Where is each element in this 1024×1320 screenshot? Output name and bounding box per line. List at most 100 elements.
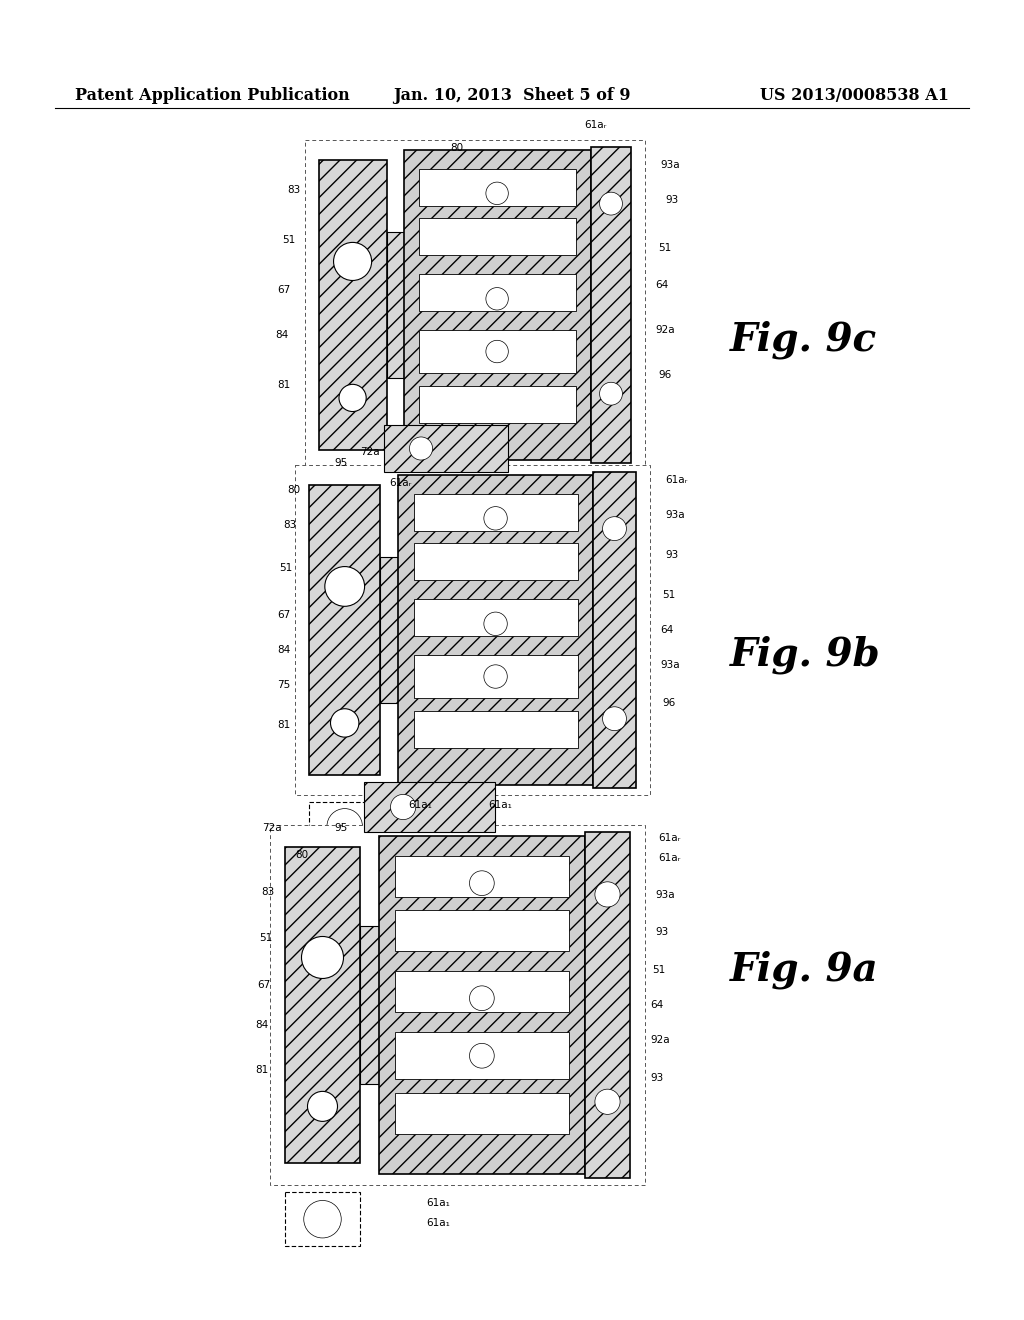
Text: 96: 96 [658, 370, 672, 380]
Text: 72a: 72a [262, 822, 282, 833]
Text: 92a: 92a [655, 325, 675, 335]
Text: 81: 81 [276, 380, 290, 389]
Text: 51: 51 [279, 564, 292, 573]
Bar [380, 557, 398, 702]
Bar [285, 846, 360, 1163]
Circle shape [485, 288, 508, 310]
Text: 93: 93 [650, 1073, 664, 1082]
Bar [419, 169, 575, 206]
Bar [285, 1192, 360, 1246]
Text: 83: 83 [287, 185, 300, 195]
Bar [419, 385, 575, 422]
Text: 64: 64 [655, 280, 669, 290]
Bar [387, 232, 403, 378]
Text: 84: 84 [255, 1020, 268, 1030]
Bar [419, 275, 575, 312]
Text: Fig. 9b: Fig. 9b [730, 636, 881, 675]
Text: 64: 64 [660, 624, 673, 635]
Bar [414, 655, 578, 698]
Bar [295, 465, 650, 795]
Text: 61a₁: 61a₁ [426, 1218, 450, 1228]
Circle shape [484, 665, 507, 688]
Text: 80: 80 [287, 484, 300, 495]
Text: 67: 67 [276, 285, 290, 294]
Circle shape [334, 243, 372, 280]
Text: Fig. 9c: Fig. 9c [730, 321, 878, 359]
Bar [309, 801, 380, 851]
Bar [398, 475, 593, 785]
Text: 92a: 92a [650, 1035, 670, 1045]
Text: 83: 83 [262, 887, 275, 898]
Text: 61aᵣ: 61aᵣ [658, 853, 680, 863]
Circle shape [485, 182, 508, 205]
Text: 61aᵣ: 61aᵣ [389, 478, 412, 488]
Circle shape [484, 612, 507, 635]
Bar [593, 471, 636, 788]
Text: 84: 84 [274, 330, 288, 341]
Circle shape [331, 709, 358, 737]
Text: 61aᵣ: 61aᵣ [665, 475, 687, 484]
Circle shape [469, 986, 495, 1011]
Text: 83: 83 [284, 520, 297, 531]
Text: 61a₁: 61a₁ [488, 800, 512, 810]
Bar [419, 218, 575, 255]
Text: 96: 96 [662, 698, 675, 708]
Circle shape [325, 566, 365, 606]
Bar [318, 160, 387, 450]
Bar [395, 857, 568, 896]
Bar [591, 147, 632, 463]
Circle shape [339, 384, 367, 412]
Text: 93: 93 [665, 550, 678, 560]
Circle shape [469, 1043, 495, 1068]
Text: 93a: 93a [655, 890, 675, 900]
Circle shape [301, 936, 343, 978]
Bar [395, 1093, 568, 1134]
Circle shape [485, 341, 508, 363]
Text: 81: 81 [276, 719, 290, 730]
Bar [309, 484, 380, 775]
Bar [379, 836, 585, 1175]
Bar [419, 330, 575, 374]
Text: 51: 51 [282, 235, 295, 246]
Circle shape [600, 383, 623, 405]
Text: 93a: 93a [660, 660, 680, 671]
Text: 93: 93 [665, 195, 678, 205]
Circle shape [307, 1092, 338, 1122]
Bar [384, 425, 508, 471]
Bar [585, 832, 630, 1177]
Text: 51: 51 [658, 243, 672, 253]
Bar [414, 494, 578, 531]
Text: US 2013/0008538 A1: US 2013/0008538 A1 [760, 87, 949, 103]
Bar [414, 599, 578, 636]
Circle shape [390, 795, 416, 820]
Text: 61aᵣ: 61aᵣ [584, 120, 606, 129]
Text: 81: 81 [255, 1065, 268, 1074]
Text: Jan. 10, 2013  Sheet 5 of 9: Jan. 10, 2013 Sheet 5 of 9 [393, 87, 631, 103]
Text: Patent Application Publication: Patent Application Publication [75, 87, 350, 103]
Bar [305, 140, 645, 470]
Text: 93a: 93a [660, 160, 680, 170]
Text: 93a: 93a [665, 510, 685, 520]
Bar [364, 781, 495, 832]
Circle shape [484, 507, 507, 531]
Text: 51: 51 [259, 933, 272, 942]
Bar [414, 543, 578, 581]
Circle shape [600, 193, 623, 215]
Text: 72a: 72a [360, 447, 380, 457]
Bar [395, 972, 568, 1011]
Text: Fig. 9a: Fig. 9a [730, 950, 879, 989]
Circle shape [602, 516, 627, 541]
Bar [395, 1032, 568, 1080]
Text: 61a₁: 61a₁ [408, 800, 432, 810]
Bar [270, 825, 645, 1185]
Text: 51: 51 [652, 965, 666, 975]
Circle shape [595, 1089, 621, 1114]
Text: 61aᵣ: 61aᵣ [658, 833, 680, 843]
Text: 93: 93 [655, 927, 669, 937]
Bar [395, 911, 568, 950]
Text: 64: 64 [650, 1001, 664, 1010]
Circle shape [304, 1200, 341, 1238]
Bar [360, 925, 379, 1084]
Circle shape [602, 706, 627, 731]
Text: 67: 67 [257, 979, 270, 990]
